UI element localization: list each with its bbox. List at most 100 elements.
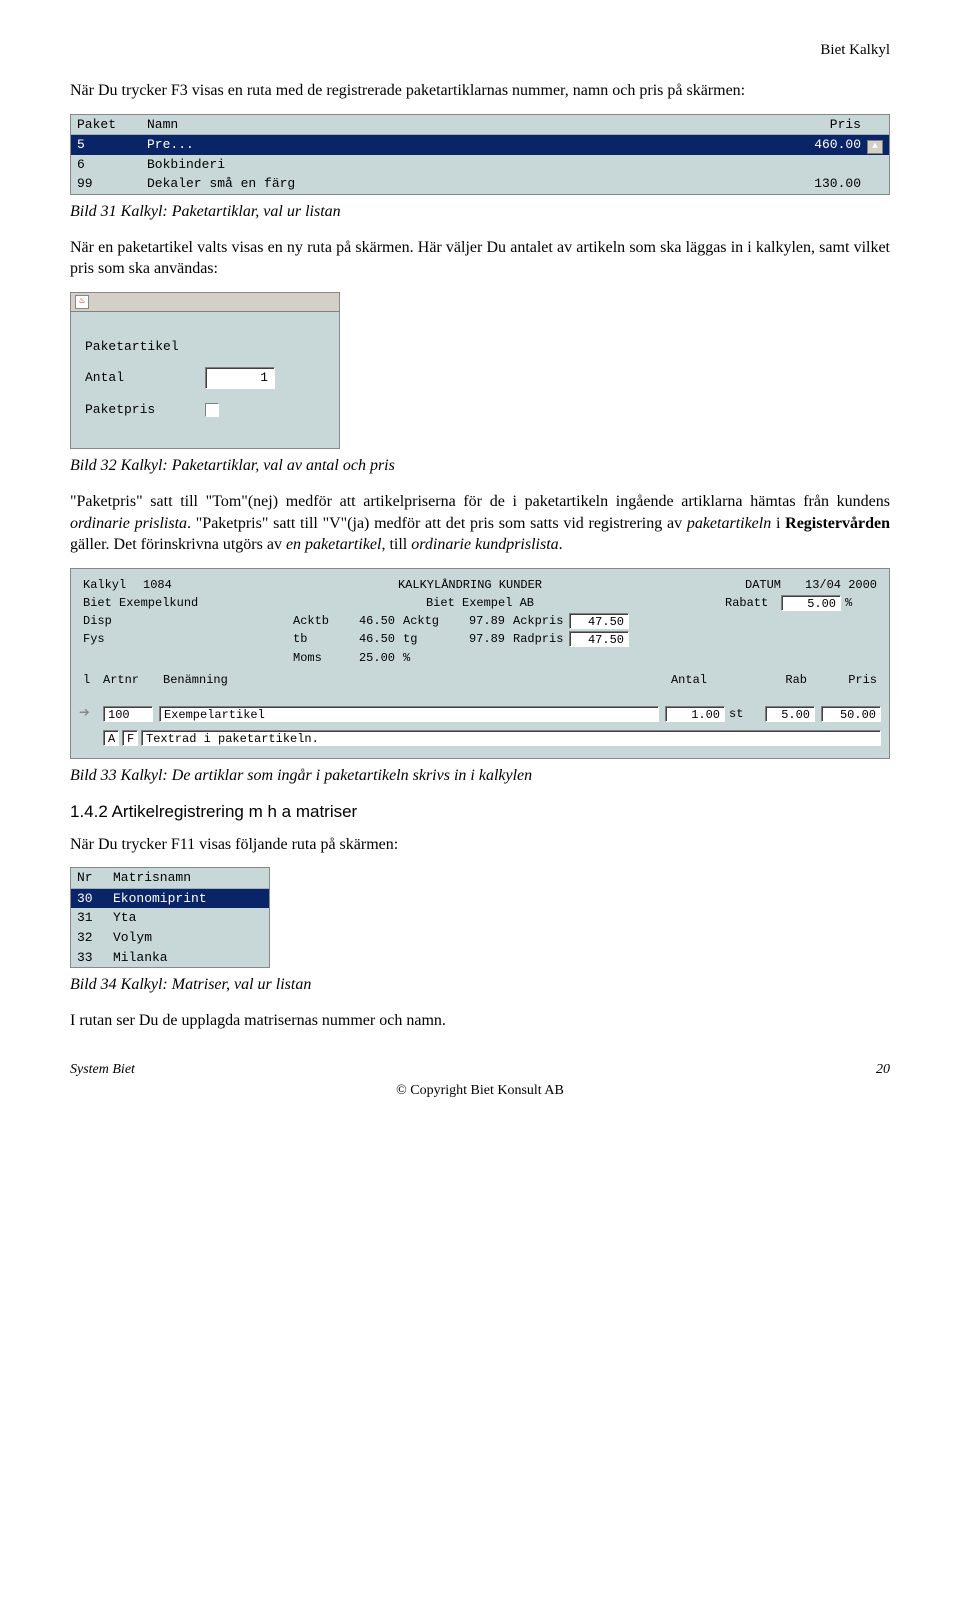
body-paragraph-1: När Du trycker F3 visas en ruta med de r… [70,80,890,102]
caption-4: Bild 34 Kalkyl: Matriser, val ur listan [70,974,890,996]
f-field[interactable]: F [122,730,138,746]
k-label: Acktb [289,613,339,629]
k-label: Fys [79,631,139,647]
paket-cell: 5 [77,136,147,154]
k-value: 46.50 [339,631,399,647]
k-unit: % [841,595,881,611]
form-titlebar: ♨ [71,293,339,312]
caption-2: Bild 32 Kalkyl: Paketartiklar, val av an… [70,455,890,477]
textrad-field[interactable]: Textrad i paketartikeln. [141,730,881,746]
radpris-field[interactable]: 47.50 [569,631,629,647]
body-paragraph-4: När Du trycker F11 visas följande ruta p… [70,834,890,856]
matrix-row-selected[interactable]: 30 Ekonomiprint [71,889,269,909]
p3-text: gäller. Det förinskrivna utgörs av [70,536,286,553]
caption-3: Bild 33 Kalkyl: De artiklar som ingår i … [70,765,890,787]
row-marker-icon: ➔ [79,702,103,726]
ben-field[interactable]: Exempelartikel [159,706,659,722]
footer-copyright: © Copyright Biet Konsult AB [70,1082,890,1101]
paket-list-header: Paket Namn Pris [71,115,889,136]
paketartikel-form-panel: ♨ Paketartikel Antal 1 Paketpris [70,292,340,450]
antal-input[interactable]: 1 [205,367,275,389]
caption-1: Bild 31 Kalkyl: Paketartiklar, val ur li… [70,201,890,223]
body-paragraph-3: "Paketpris" satt till "Tom"(nej) medför … [70,491,890,556]
k-label: Acktg [399,613,449,629]
nr-cell: 31 [77,909,113,927]
scroll-up-icon[interactable]: ▲ [867,140,883,154]
antal-field[interactable]: 1.00 [665,706,725,722]
p3-text: i [771,515,785,532]
paket-list-panel: Paket Namn Pris 5 Pre... 460.00 ▲ 6 Bokb… [70,114,890,195]
namn-cell: Milanka [113,949,263,967]
rab-field[interactable]: 5.00 [765,706,815,722]
k-label: Moms [289,650,339,666]
java-icon: ♨ [75,295,89,309]
k-value: 97.89 [449,613,509,629]
paket-cell: 6 [77,156,147,174]
a-field[interactable]: A [103,730,119,746]
p3-bold: Registervården [785,515,890,532]
k-value: 13/04 2000 [801,577,881,593]
k-label: Biet Exempelkund [79,595,239,611]
namn-cell: Dekaler små en färg [147,175,781,193]
namn-cell: Bokbinderi [147,156,781,174]
section-heading: 1.4.2 Artikelregistrering m h a matriser [70,801,890,824]
paketpris-checkbox[interactable] [205,403,219,417]
namn-cell: Volym [113,929,263,947]
namn-cell: Pre... [147,136,781,154]
body-paragraph-2: När en paketartikel valts visas en ny ru… [70,237,890,280]
matrix-list-header: Nr Matrisnamn [71,868,269,889]
ackpris-field[interactable]: 47.50 [569,613,629,629]
pris-cell: 130.00 [781,175,861,193]
nr-cell: 32 [77,929,113,947]
scroll-up-cell: ▲ [861,136,883,154]
matrix-row[interactable]: 32 Volym [71,928,269,948]
k-label: DATUM [741,577,801,593]
kalkyl-panel: Kalkyl 1084 KALKYLÅNDRING KUNDER DATUM 1… [70,568,890,759]
label-antal: Antal [85,369,205,387]
k-label: tg [399,631,449,647]
k-label: Ackpris [509,613,569,629]
p3-italic: ordinarie prislista [70,515,187,532]
footer-left: System Biet [70,1061,135,1080]
k-col-ben: Benämning [159,672,641,688]
paket-row[interactable]: 99 Dekaler små en färg 130.00 [71,174,889,194]
k-label: Radpris [509,631,569,647]
k-value: 1084 [139,577,199,593]
matrix-row[interactable]: 33 Milanka [71,948,269,968]
k-col-artnr: Artnr [99,672,159,688]
matrix-list-panel: Nr Matrisnamn 30 Ekonomiprint 31 Yta 32 … [70,867,270,968]
p3-italic: ordinarie kundprislista [411,536,558,553]
k-col-l: l [79,672,99,688]
k-label: Kalkyl [79,577,139,593]
label-paketpris: Paketpris [85,401,205,419]
p3-text: . [559,536,563,553]
pris-cell [781,156,861,174]
footer-page-number: 20 [876,1061,890,1080]
k-value: 97.89 [449,631,509,647]
rabatt-field[interactable]: 5.00 [781,595,841,611]
col-pris-header: Pris [781,116,861,134]
paket-row-selected[interactable]: 5 Pre... 460.00 ▲ [71,135,889,155]
nr-cell: 33 [77,949,113,967]
paket-row[interactable]: 6 Bokbinderi [71,155,889,175]
label-paketartikel: Paketartikel [85,338,205,356]
k-label: Rabatt [721,595,781,611]
pris-field[interactable]: 50.00 [821,706,881,722]
namn-cell: Yta [113,909,263,927]
k-col-antal: Antal [641,672,711,688]
col-namn-header: Namn [147,116,781,134]
k-col-pris: Pris [811,672,881,688]
namn-cell: Ekonomiprint [113,890,263,908]
unit-label: st [725,706,765,722]
k-value: 25.00 [339,650,399,666]
k-value: 46.50 [339,613,399,629]
col-scroll-header [861,116,883,134]
k-label: Disp [79,613,139,629]
col-nr-header: Nr [77,869,113,887]
matrix-row[interactable]: 31 Yta [71,908,269,928]
k-unit: % [399,650,439,666]
page-header: Biet Kalkyl [70,40,890,60]
artnr-field[interactable]: 100 [103,706,153,722]
p3-text: . "Paketpris" satt till "V"(ja) medför a… [187,515,687,532]
pris-cell: 460.00 [781,136,861,154]
